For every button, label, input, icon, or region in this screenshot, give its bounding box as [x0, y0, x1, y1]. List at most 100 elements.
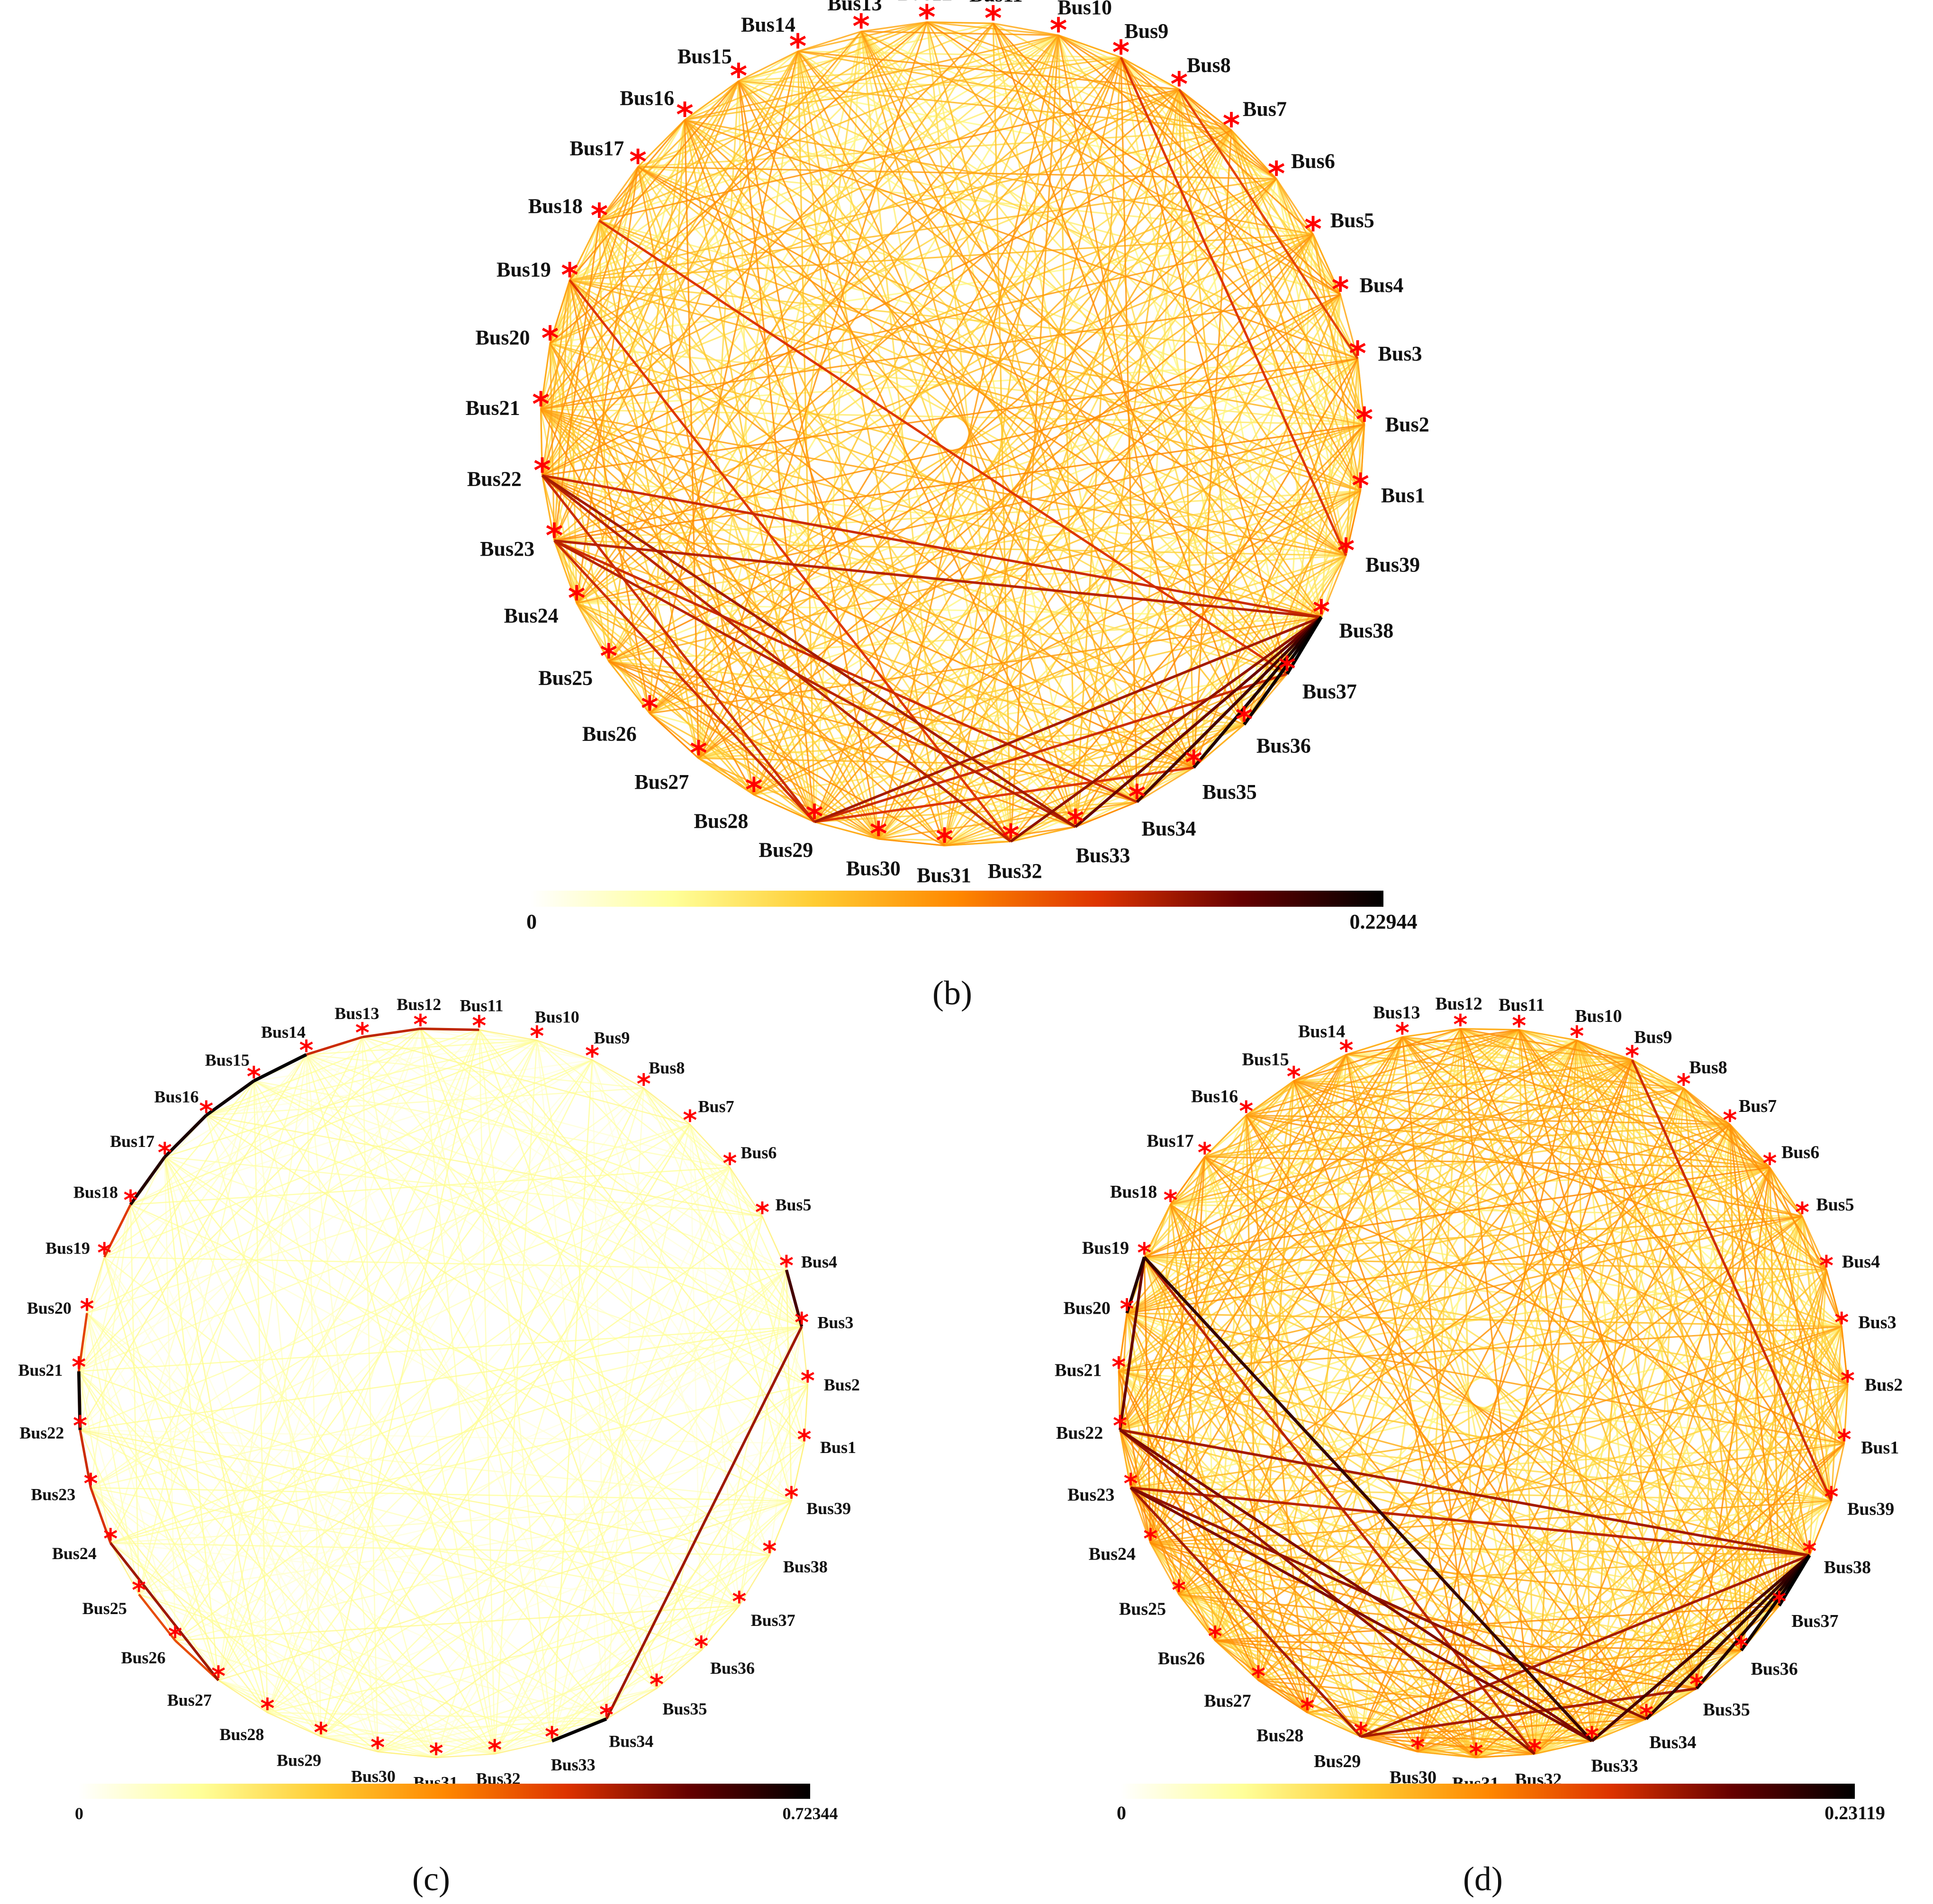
node-label-bus13: Bus13 — [828, 0, 882, 15]
edge-bus12-bus34 — [1459, 1029, 1647, 1719]
node-label-bus24: Bus24 — [52, 1544, 97, 1563]
edge-bus16-bus38 — [1246, 1114, 1810, 1556]
edge-bus6-bus7 — [689, 1124, 731, 1168]
strong-edge-bus12-bus13 — [362, 1027, 421, 1038]
edge-bus31-bus32 — [1476, 1753, 1535, 1759]
edge-bus15-bus39 — [1293, 1080, 1832, 1502]
edge-bus17-bus24 — [1149, 1156, 1206, 1543]
edge-bus14-bus22 — [79, 1054, 307, 1431]
node-label-bus25: Bus25 — [82, 1599, 127, 1618]
strong-edge-bus13-bus14 — [306, 1036, 363, 1056]
node-marker-bus13: * — [355, 1017, 370, 1049]
edge-bus17-bus28 — [164, 1156, 268, 1713]
edge-bus25-bus26 — [608, 660, 650, 714]
node-marker-bus20: * — [542, 319, 559, 358]
edge-bus17-bus18 — [598, 166, 639, 221]
edge-bus10-bus28 — [1306, 1040, 1578, 1713]
node-label-bus19: Bus19 — [497, 258, 551, 281]
edge-bus10-bus32 — [494, 1040, 538, 1754]
edge-bus2-bus15 — [253, 1080, 808, 1386]
edge-bus11-bus39 — [1518, 1029, 1832, 1501]
edge-bus8-bus11 — [1518, 1029, 1684, 1089]
edge-bus13-bus35 — [860, 31, 1194, 768]
edge-bus11-bus28 — [267, 1029, 480, 1713]
node-marker-bus9: * — [585, 1040, 599, 1072]
node-marker-bus29: * — [1354, 1717, 1368, 1749]
edge-bus22-bus38 — [80, 1429, 770, 1556]
edge-bus6-bus7 — [1230, 129, 1277, 180]
node-label-bus11: Bus11 — [969, 0, 1023, 6]
edge-bus9-bus33 — [551, 1060, 593, 1741]
edge-bus11-bus16 — [206, 1029, 479, 1116]
node-label-bus16: Bus16 — [620, 86, 674, 109]
edge-bus16-bus26 — [649, 119, 686, 713]
label-layer-c: Bus1 Bus2 Bus3 Bus4 Bus5 Bus6 Bus7 Bus8 Bus9 Bus1… — [18, 995, 859, 1792]
edge-bus1-bus28 — [753, 490, 1361, 796]
edge-bus17-bus36 — [1204, 1156, 1742, 1651]
edge-bus9-bus38 — [591, 1059, 770, 1556]
edge-bus38-bus39 — [1320, 555, 1347, 618]
colorbar-d — [1120, 1784, 1855, 1799]
node-marker-bus4: * — [1332, 270, 1349, 309]
edge-bus10-bus34 — [536, 1040, 607, 1719]
edge-bus31-bus32 — [944, 840, 1011, 847]
node-marker-bus15: * — [730, 57, 748, 96]
edge-bus21-bus28 — [1118, 1371, 1308, 1713]
edge-bus9-bus33 — [1075, 57, 1122, 827]
edge-bus7-bus17 — [1204, 1123, 1730, 1158]
edge-bus9-bus20 — [550, 56, 1121, 344]
edge-bus6-bus32 — [494, 1167, 731, 1754]
edge-bus1-bus35 — [656, 1443, 805, 1689]
node-marker-bus22: * — [533, 451, 551, 490]
edge-bus17-bus34 — [164, 1156, 607, 1720]
edge-bus14-bus20 — [86, 1054, 307, 1314]
edge-bus39-bus1 — [1830, 1443, 1845, 1501]
edge-bus1-bus23 — [554, 490, 1361, 541]
edge-bus7-bus17 — [638, 129, 1232, 168]
node-label-bus22: Bus22 — [1056, 1423, 1103, 1443]
edge-bus5-bus21 — [1118, 1216, 1803, 1372]
edge-bus9-bus18 — [130, 1059, 593, 1205]
edge-bus13-bus37 — [1401, 1037, 1780, 1606]
edge-bus1-bus6 — [729, 1167, 805, 1444]
node-marker-bus37: * — [1772, 1586, 1786, 1617]
edge-bus4-bus5 — [761, 1216, 787, 1271]
edge-bus4-bus6 — [1275, 178, 1341, 295]
edge-bus24-bus25 — [110, 1543, 140, 1595]
node-marker-bus36: * — [1236, 700, 1253, 739]
edge-bus1-bus2 — [1843, 1385, 1849, 1444]
node-label-bus5: Bus5 — [1330, 209, 1374, 232]
node-label-bus14: Bus14 — [261, 1022, 306, 1041]
edge-bus36-bus37 — [701, 1605, 740, 1651]
edge-bus9-bus10 — [1576, 1039, 1633, 1061]
edge-bus4-bus30 — [377, 1269, 787, 1752]
edge-bus4-bus36 — [1740, 1270, 1827, 1651]
edge-bus6-bus23 — [1130, 1166, 1770, 1489]
edge-bus21-bus32 — [78, 1371, 496, 1755]
edge-bus26-bus37 — [1215, 1605, 1779, 1642]
edge-bus30-bus31 — [878, 838, 945, 847]
node-label-bus2: Bus2 — [824, 1375, 860, 1394]
edge-bus8-bus9 — [1632, 1059, 1684, 1089]
edge-bus14-bus30 — [306, 1054, 379, 1752]
edge-bus25-bus32 — [138, 1594, 495, 1755]
node-marker-bus14: * — [789, 27, 807, 66]
edge-bus11-bus15 — [1293, 1029, 1519, 1082]
label-layer-b: Bus1 Bus2 Bus3 Bus4 Bus5 Bus6 Bus7 Bus8 Bus9 Bus1… — [466, 0, 1429, 887]
node-marker-bus10: * — [1570, 1020, 1584, 1052]
node-label-bus35: Bus35 — [1703, 1700, 1750, 1720]
node-marker-bus5: * — [1795, 1197, 1809, 1228]
strong-edge-bus9-bus39 — [1631, 1059, 1833, 1502]
edge-bus20-bus27 — [86, 1313, 219, 1681]
edge-bus9-bus36 — [1631, 1060, 1742, 1651]
edge-bus19-bus21 — [78, 1257, 105, 1372]
edge-bus24-bus31 — [110, 1542, 437, 1758]
edge-bus10-bus32 — [1534, 1040, 1578, 1754]
strong-edge-bus38-bus34 — [1645, 1554, 1811, 1720]
edge-bus5-bus22 — [1120, 1216, 1803, 1431]
colorbar-max-label-b: 0.22944 — [1350, 910, 1418, 933]
strong-edge-bus23-bus24 — [90, 1487, 112, 1543]
edge-bus18-bus35 — [1170, 1204, 1698, 1689]
panel-d: * * * * * * * * * * * * * * * * * * * * * * * * * * * * * * * * * * * * * ** … — [1055, 994, 1903, 1898]
node-label-bus25: Bus25 — [1119, 1599, 1166, 1619]
